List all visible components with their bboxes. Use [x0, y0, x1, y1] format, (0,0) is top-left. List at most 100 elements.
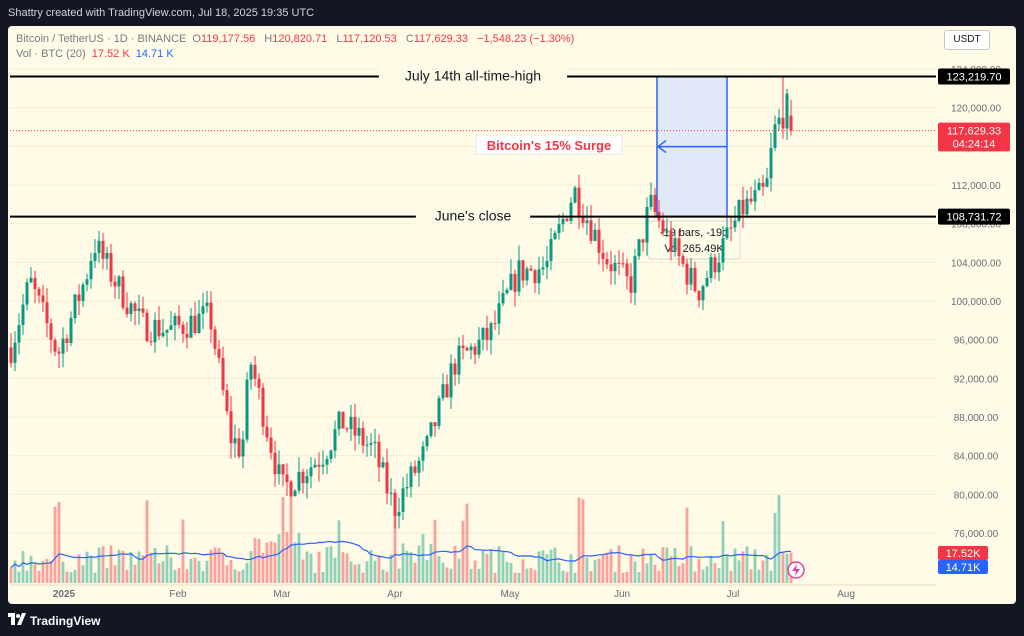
candle-body	[581, 215, 585, 223]
time-tick: Aug	[837, 589, 855, 600]
annotations: July 14th all-time-high June's close Bitco…	[378, 66, 805, 579]
candle-body	[433, 422, 437, 427]
volume-bars	[9, 481, 793, 583]
candle-body	[145, 312, 149, 342]
volume-bar	[237, 571, 241, 583]
candle-body	[565, 218, 569, 221]
candle-body	[401, 488, 405, 513]
candle-body	[453, 363, 457, 375]
candle-body	[513, 273, 517, 292]
chart-panel[interactable]	[8, 26, 1016, 604]
volume-bar	[437, 556, 441, 583]
volume-bar	[385, 571, 389, 583]
price-label: 123,219.70	[946, 72, 1001, 84]
volume-bar	[485, 554, 489, 583]
ohlc-high: H120,820.71	[264, 33, 328, 45]
volume-bar	[637, 571, 641, 583]
candle-body	[65, 338, 69, 343]
volume-bar	[725, 554, 729, 583]
candle-body	[173, 315, 177, 326]
volume-bar	[477, 568, 481, 583]
candle-body	[101, 240, 105, 259]
volume-bar	[153, 548, 157, 583]
candle-body	[461, 345, 465, 349]
price-tick: 84,000.00	[954, 452, 999, 463]
lightning-icon-bolt	[792, 564, 800, 576]
volume-bar	[393, 501, 397, 583]
candle-body	[357, 427, 361, 436]
candle-body	[309, 467, 313, 477]
time-tick: Mar	[273, 589, 291, 600]
volume-label: 14.71K	[946, 562, 982, 574]
candle-body	[113, 281, 117, 287]
candle-body	[45, 302, 49, 324]
time-tick: Jun	[614, 589, 630, 600]
ohlc-low: L117,120.53	[336, 33, 397, 45]
candle-body	[621, 263, 625, 265]
candle-body	[445, 384, 449, 398]
candle-body	[717, 262, 721, 273]
volume-bar	[581, 499, 585, 583]
candle-body	[769, 147, 773, 179]
candle-body	[761, 182, 765, 187]
candle-body	[481, 327, 485, 340]
candle-body	[85, 279, 89, 285]
candle-body	[505, 289, 509, 294]
volume-bar	[397, 568, 401, 583]
footer-brand[interactable]: TradingView	[30, 614, 101, 628]
volume-bar	[401, 543, 405, 583]
candle-body	[209, 302, 213, 330]
candle-body	[665, 230, 669, 233]
candle-body	[393, 492, 397, 517]
volume-bar	[609, 549, 613, 583]
price-chart[interactable]: -19 bars, -19d Vol 265.49K 124,000.00120,…	[0, 0, 1024, 604]
volume-bar	[313, 572, 317, 583]
volume-bar	[741, 551, 745, 583]
volume-label[interactable]: Vol · BTC (20)	[16, 48, 86, 60]
volume-bar	[193, 557, 197, 583]
currency-button[interactable]: USDT	[944, 30, 990, 50]
candle-body	[705, 278, 709, 287]
candle-body	[653, 194, 657, 212]
volume-bar	[597, 558, 601, 583]
candle-body	[21, 304, 25, 326]
candle-body	[405, 487, 409, 489]
volume-bar	[489, 549, 493, 583]
candle-body	[429, 422, 433, 437]
candle-body	[185, 333, 189, 338]
volume-bar	[225, 565, 229, 583]
candle-body	[157, 319, 161, 337]
volume-bar	[241, 569, 245, 583]
volume-bar	[513, 572, 517, 583]
volume-bar	[169, 557, 173, 583]
candle-body	[177, 315, 181, 325]
candle-body	[305, 476, 309, 484]
candle-body	[201, 306, 205, 314]
candle-body	[233, 438, 237, 444]
volume-bar	[729, 571, 733, 583]
candle-body	[765, 178, 769, 187]
volume-bar	[157, 563, 161, 583]
candle-body	[633, 256, 637, 293]
volume-bar	[97, 547, 101, 583]
volume-bar	[317, 551, 321, 583]
volume-bar	[753, 549, 757, 583]
volume-bar	[369, 550, 373, 583]
lightning-icon[interactable]	[787, 561, 805, 579]
price-tick: 120,000.00	[951, 104, 1001, 115]
candle-body	[625, 263, 629, 277]
candle-body	[497, 303, 501, 324]
candle-body	[61, 338, 65, 354]
volume-bar	[161, 561, 165, 583]
volume-bar	[129, 552, 133, 583]
symbol-label[interactable]: Bitcoin / TetherUS · 1D · BINANCE	[16, 33, 187, 45]
candle-body	[285, 474, 289, 483]
candle-body	[161, 332, 165, 337]
candle-body	[677, 238, 681, 257]
volume-bar	[733, 548, 737, 583]
time-tick: Apr	[387, 589, 403, 600]
candle-body	[641, 239, 645, 243]
candle-body	[773, 124, 777, 148]
candle-body	[605, 258, 609, 265]
candle-body	[353, 416, 357, 436]
